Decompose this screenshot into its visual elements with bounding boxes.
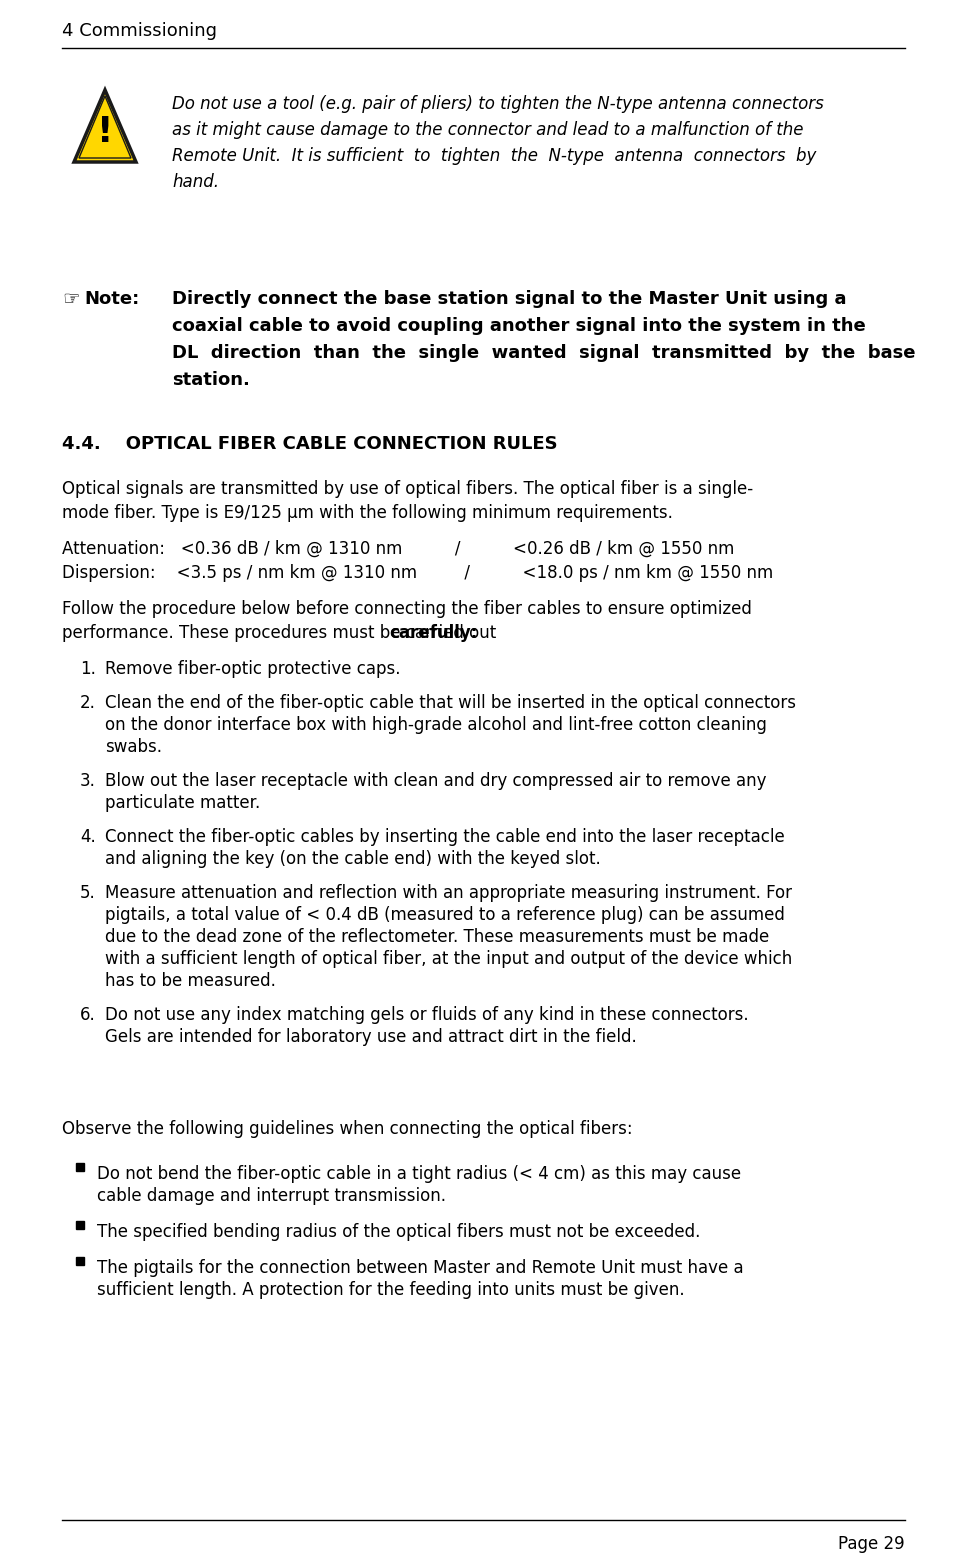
Text: Follow the procedure below before connecting the fiber cables to ensure optimize: Follow the procedure below before connec… — [62, 599, 752, 618]
Text: cable damage and interrupt transmission.: cable damage and interrupt transmission. — [97, 1186, 446, 1205]
Text: Do not use a tool (e.g. pair of pliers) to tighten the N-type antenna connectors: Do not use a tool (e.g. pair of pliers) … — [172, 95, 824, 113]
Text: 2.: 2. — [80, 694, 96, 711]
Bar — [76, 1163, 84, 1171]
Text: The pigtails for the connection between Master and Remote Unit must have a: The pigtails for the connection between … — [97, 1259, 744, 1277]
Text: Optical signals are transmitted by use of optical fibers. The optical fiber is a: Optical signals are transmitted by use o… — [62, 480, 753, 499]
Text: Page 29: Page 29 — [838, 1534, 905, 1553]
Text: ☞: ☞ — [62, 290, 80, 309]
Text: swabs.: swabs. — [105, 738, 162, 756]
Text: Do not use any index matching gels or fluids of any kind in these connectors.: Do not use any index matching gels or fl… — [105, 1006, 749, 1023]
Text: sufficient length. A protection for the feeding into units must be given.: sufficient length. A protection for the … — [97, 1281, 684, 1298]
Text: coaxial cable to avoid coupling another signal into the system in the: coaxial cable to avoid coupling another … — [172, 317, 866, 335]
Text: Observe the following guidelines when connecting the optical fibers:: Observe the following guidelines when co… — [62, 1120, 632, 1138]
Text: due to the dead zone of the reflectometer. These measurements must be made: due to the dead zone of the reflectomete… — [105, 929, 769, 946]
Text: particulate matter.: particulate matter. — [105, 794, 260, 812]
Text: Connect the fiber-optic cables by inserting the cable end into the laser recepta: Connect the fiber-optic cables by insert… — [105, 828, 785, 846]
Text: Blow out the laser receptacle with clean and dry compressed air to remove any: Blow out the laser receptacle with clean… — [105, 772, 767, 790]
Text: Gels are intended for laboratory use and attract dirt in the field.: Gels are intended for laboratory use and… — [105, 1028, 637, 1047]
Text: Remote Unit.  It is sufficient  to  tighten  the  N-type  antenna  connectors  b: Remote Unit. It is sufficient to tighten… — [172, 148, 817, 165]
Text: Dispersion:    <3.5 ps / nm km @ 1310 nm         /          <18.0 ps / nm km @ 1: Dispersion: <3.5 ps / nm km @ 1310 nm / … — [62, 564, 774, 582]
Text: as it might cause damage to the connector and lead to a malfunction of the: as it might cause damage to the connecto… — [172, 121, 803, 140]
Text: 4.4.    OPTICAL FIBER CABLE CONNECTION RULES: 4.4. OPTICAL FIBER CABLE CONNECTION RULE… — [62, 435, 557, 453]
Polygon shape — [79, 96, 131, 158]
Text: pigtails, a total value of < 0.4 dB (measured to a reference plug) can be assume: pigtails, a total value of < 0.4 dB (mea… — [105, 905, 785, 924]
Text: carefully:: carefully: — [389, 624, 478, 641]
Text: 3.: 3. — [80, 772, 96, 790]
Text: Attenuation:   <0.36 dB / km @ 1310 nm          /          <0.26 dB / km @ 1550 : Attenuation: <0.36 dB / km @ 1310 nm / <… — [62, 540, 734, 558]
Text: 5.: 5. — [80, 884, 96, 902]
Text: Directly connect the base station signal to the Master Unit using a: Directly connect the base station signal… — [172, 290, 847, 307]
Bar — [76, 1221, 84, 1228]
Text: has to be measured.: has to be measured. — [105, 972, 276, 989]
Text: performance. These procedures must be carried out: performance. These procedures must be ca… — [62, 624, 502, 641]
Text: 6.: 6. — [80, 1006, 96, 1023]
Text: station.: station. — [172, 371, 250, 388]
Text: Measure attenuation and reflection with an appropriate measuring instrument. For: Measure attenuation and reflection with … — [105, 884, 792, 902]
Text: Remove fiber-optic protective caps.: Remove fiber-optic protective caps. — [105, 660, 401, 679]
Text: on the donor interface box with high-grade alcohol and lint-free cotton cleaning: on the donor interface box with high-gra… — [105, 716, 767, 735]
Bar — [76, 1256, 84, 1266]
Text: hand.: hand. — [172, 172, 219, 191]
Text: with a sufficient length of optical fiber, at the input and output of the device: with a sufficient length of optical fibe… — [105, 950, 792, 968]
Text: 1.: 1. — [80, 660, 96, 679]
Text: Do not bend the fiber-optic cable in a tight radius (< 4 cm) as this may cause: Do not bend the fiber-optic cable in a t… — [97, 1165, 741, 1183]
Text: Note:: Note: — [84, 290, 139, 307]
Text: 4 Commissioning: 4 Commissioning — [62, 22, 217, 40]
Text: DL  direction  than  the  single  wanted  signal  transmitted  by  the  base: DL direction than the single wanted sign… — [172, 345, 916, 362]
Text: mode fiber. Type is E9/125 μm with the following minimum requirements.: mode fiber. Type is E9/125 μm with the f… — [62, 505, 673, 522]
Text: and aligning the key (on the cable end) with the keyed slot.: and aligning the key (on the cable end) … — [105, 849, 601, 868]
Text: The specified bending radius of the optical fibers must not be exceeded.: The specified bending radius of the opti… — [97, 1224, 701, 1241]
Text: !: ! — [97, 115, 113, 149]
Text: Clean the end of the fiber-optic cable that will be inserted in the optical conn: Clean the end of the fiber-optic cable t… — [105, 694, 796, 711]
Text: 4.: 4. — [80, 828, 96, 846]
Polygon shape — [74, 90, 136, 162]
